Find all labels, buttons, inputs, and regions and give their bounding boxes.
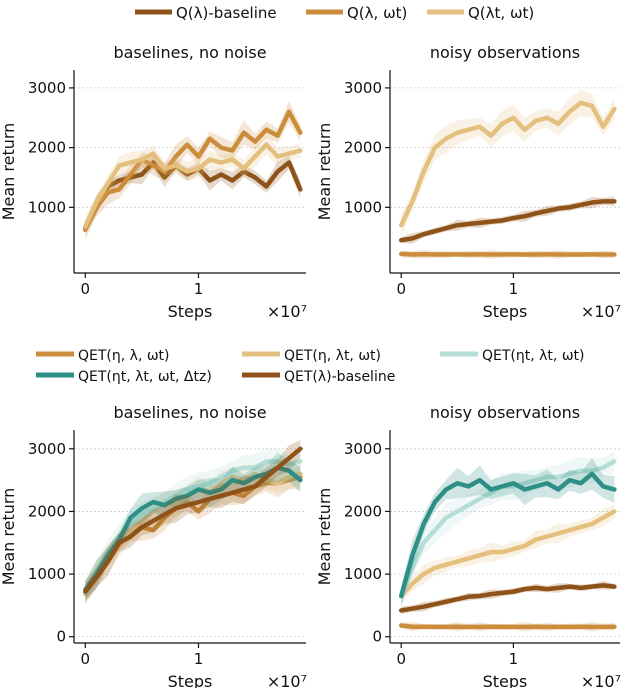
x-axis-label: Steps [168,672,213,688]
legend-label: Q(λ, ωt) [347,4,407,22]
x-scale-label: ×10⁷ [267,672,307,688]
series-line [83,109,303,233]
chart-panel: 1000 2000 3000 0 1 noisy observations Steps ×10… [315,43,621,321]
chart-panel: 1000 2000 3000 0 1 baselines, no noise Steps ×1… [0,43,307,321]
y-axis-label: Mean return [315,488,334,586]
y-tick-label: 1000 [344,198,382,216]
series-band [85,465,301,601]
series-line [398,199,617,243]
y-tick-label: 1000 [344,565,382,583]
x-tick-label: 1 [194,650,204,668]
x-tick-label: 1 [509,650,519,668]
legend-label: Q(λt, ωt) [468,4,534,22]
y-tick-label: 0 [372,628,382,646]
series-band [401,450,615,608]
series-line [398,583,617,613]
x-axis-label: Steps [168,302,213,321]
y-tick-label: 3000 [28,79,66,97]
y-axis-label: Mean return [315,123,334,221]
x-tick-label: 1 [194,280,204,298]
y-tick-label: 3000 [28,440,66,458]
chart-title: noisy observations [430,403,580,422]
y-tick-label: 0 [56,628,66,646]
series-band [401,89,615,237]
x-scale-label: ×10⁷ [267,302,307,321]
x-tick-label: 0 [396,650,406,668]
chart-title: baselines, no noise [113,403,266,422]
x-axis-label: Steps [483,302,528,321]
chart-panel: 0 1000 2000 3000 0 1 noisy observations Steps ×1… [315,403,621,688]
series-line [83,446,303,594]
x-tick-label: 1 [509,280,519,298]
y-tick-label: 3000 [344,440,382,458]
y-axis-label: Mean return [0,488,18,586]
y-axis-label: Mean return [0,123,18,221]
y-tick-label: 1000 [28,565,66,583]
legend-label: QET(λ)-baseline [284,369,395,385]
series-band [401,458,615,606]
series-line [398,623,617,630]
legend-label: QET(η, λt, ωt) [284,348,381,364]
legend-label: Q(λ)-baseline [176,4,277,22]
x-tick-label: 0 [81,650,91,668]
series-line [83,465,303,592]
y-tick-label: 2000 [344,502,382,520]
legend-label: QET(η, λ, ωt) [78,348,170,364]
series-band [401,504,615,604]
x-tick-label: 0 [81,280,91,298]
x-scale-label: ×10⁷ [581,302,621,321]
x-tick-label: 0 [396,280,406,298]
series-line [398,251,617,257]
y-tick-label: 2000 [344,139,382,157]
y-tick-label: 1000 [28,198,66,216]
top-legend: Q(λ)-baseline Q(λ, ωt) Q(λt, ωt) [135,4,534,22]
y-tick-label: 3000 [344,79,382,97]
bottom-legend: QET(η, λ, ωt) QET(η, λt, ωt) QET(ηt, λt,… [36,348,585,385]
y-tick-label: 2000 [28,139,66,157]
legend-label: QET(ηt, λt, ωt) [482,348,585,364]
series-line [398,509,617,599]
legend-label: QET(ηt, λt, ωt, Δtz) [78,369,212,385]
chart-title: baselines, no noise [113,43,266,62]
chart-panel: 0 1000 2000 3000 0 1 baselines, no noise Steps ×… [0,403,307,688]
x-axis-label: Steps [483,672,528,688]
x-scale-label: ×10⁷ [581,672,621,688]
series-band [85,440,301,603]
series-line [398,100,617,228]
y-tick-label: 2000 [28,502,66,520]
series-line [83,142,303,229]
chart-title: noisy observations [430,43,580,62]
series-line [398,471,617,599]
